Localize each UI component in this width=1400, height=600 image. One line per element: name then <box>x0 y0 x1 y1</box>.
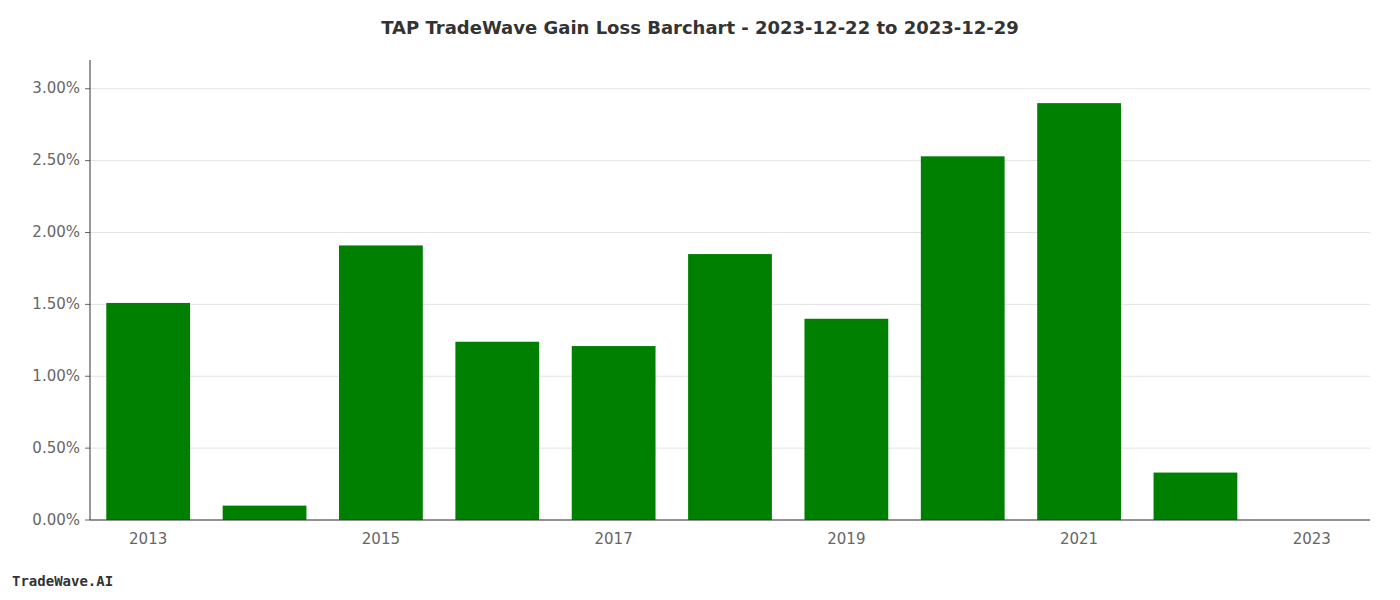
y-tick <box>85 448 90 449</box>
grid <box>90 89 1370 520</box>
bar <box>804 319 888 520</box>
y-tick <box>85 520 90 521</box>
y-tick <box>85 376 90 377</box>
y-tick-label: 0.50% <box>32 439 80 457</box>
y-tick-label: 2.50% <box>32 151 80 169</box>
x-axis: 2013 2015 2017 2019 2021 2023 <box>129 530 1331 548</box>
chart-container: 0.00%0.50%1.00%1.50%2.00%2.50%3.00%20132… <box>0 0 1400 600</box>
bar <box>572 346 656 520</box>
x-tick-label: 2023 <box>1293 530 1331 548</box>
y-tick-label: 1.00% <box>32 367 80 385</box>
bar <box>339 245 423 520</box>
x-axis-line <box>90 520 1370 521</box>
axes <box>90 60 1370 520</box>
chart: 0.00%0.50%1.00%1.50%2.00%2.50%3.00%20132… <box>0 0 1400 600</box>
y-tick-label: 3.00% <box>32 79 80 97</box>
bar <box>1037 103 1121 520</box>
y-axis: 0.00% 0.50% 1.00% 1.50% 2.00% 2.50% 3.00% <box>32 79 90 528</box>
grid-line <box>90 520 1370 521</box>
title: TAP TradeWave Gain Loss Barchart - 2023-… <box>381 17 1019 38</box>
bar <box>455 342 539 520</box>
x-tick-label: 2021 <box>1060 530 1098 548</box>
y-tick <box>85 304 90 305</box>
x-tick-label: 2019 <box>827 530 865 548</box>
y-tick <box>85 88 90 89</box>
grid-line <box>90 160 1370 161</box>
bar <box>921 156 1005 520</box>
y-tick-label: 2.00% <box>32 223 80 241</box>
x-tick-label: 2017 <box>595 530 633 548</box>
y-tick-label: 1.50% <box>32 295 80 313</box>
grid-line <box>90 88 1370 89</box>
y-tick-label: 0.00% <box>32 511 80 529</box>
y-tick <box>85 232 90 233</box>
annotation: TradeWave.AI <box>12 573 113 589</box>
bar <box>223 506 307 520</box>
grid-line <box>90 232 1370 233</box>
x-tick-label: 2015 <box>362 530 400 548</box>
y-axis-line <box>90 60 91 520</box>
bar <box>1154 473 1238 520</box>
bar <box>688 254 772 520</box>
x-tick-label: 2013 <box>129 530 167 548</box>
bars <box>106 103 1237 520</box>
y-tick <box>85 160 90 161</box>
bar <box>106 303 190 520</box>
